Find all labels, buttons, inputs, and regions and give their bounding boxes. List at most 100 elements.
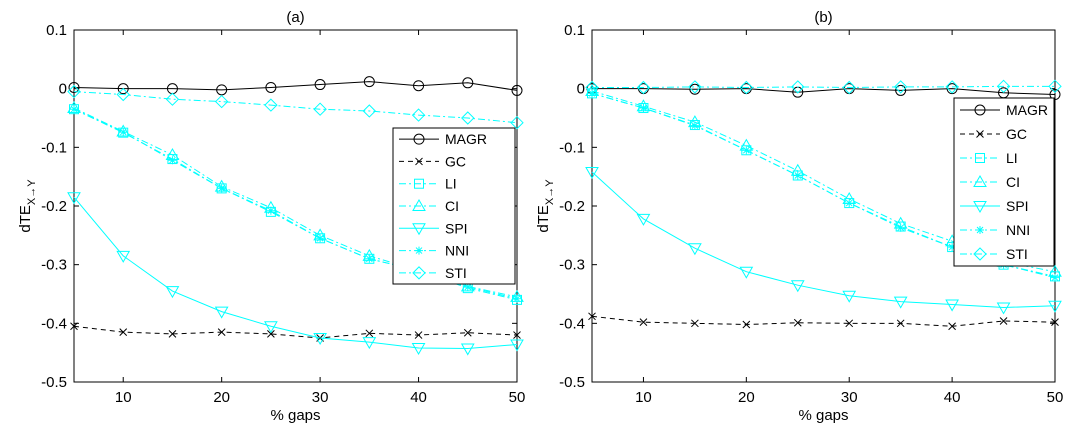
series-spi [585,166,1062,315]
series-gc [588,312,1059,331]
data-point-nni [266,206,275,215]
data-point-spi [842,290,857,303]
data-point-nni [896,223,905,232]
data-point-gc [119,328,128,336]
data-point-magr [314,79,326,91]
legend: MAGR GC LI CI SPI NNI STI [953,97,1055,267]
data-point-nni [70,105,78,114]
data-point-sti [67,84,81,99]
data-point-sti [945,80,959,94]
series-line-gc [73,325,518,339]
legend-marker-nni [976,226,984,234]
series-spi [67,192,524,356]
x-axis-label: % gaps [270,407,320,424]
legend-label-ci: CI [1006,174,1020,190]
legend-marker-sti [973,247,987,261]
x-tick-label: 20 [738,389,755,406]
legend-marker-li [975,153,985,163]
legend-box [953,97,1055,267]
data-point-magr [363,76,375,88]
data-point-gc [742,320,751,329]
y-tick-label: -0.2 [559,198,585,215]
data-point-gc [691,319,699,328]
x-tick-label: 50 [1047,389,1064,406]
data-point-gc [267,330,275,338]
series-line-sti [592,85,1055,88]
data-point-gc [217,328,226,336]
x-tick-label: 10 [635,389,652,406]
data-point-nni [742,146,751,155]
data-point-gc [463,328,472,337]
legend-box [392,127,516,285]
legend-marker-gc [415,157,423,166]
data-point-sti [585,80,599,95]
data-point-sti [893,80,908,94]
data-point-nni [316,234,325,243]
data-point-gc [588,312,596,321]
data-point-sti [165,92,180,106]
series-sti [67,84,524,130]
data-point-gc [414,331,423,339]
data-point-spi [893,296,908,309]
legend-marker-gc [976,130,984,138]
data-point-spi [996,302,1011,315]
series-line-sti [73,91,518,124]
data-point-magr [689,83,701,95]
y-tick-label: -0.3 [559,257,585,274]
x-tick-label: 40 [944,389,961,406]
data-point-magr [216,84,228,96]
data-point-nni [513,294,521,303]
y-axis-label: dTEX→Y [17,179,38,233]
data-point-spi [790,280,805,293]
data-point-gc [845,319,854,328]
data-point-spi [688,243,702,256]
series-line-spi [73,196,518,350]
data-point-nni [217,184,226,193]
data-point-nni [463,282,472,291]
chart-title: (b) [814,9,832,26]
data-point-gc [365,329,374,338]
series-line-magr [73,81,518,91]
data-point-nni [365,254,374,263]
data-point-sti [362,104,377,118]
legend-marker-magr [974,104,986,116]
legend-marker-nni [415,246,423,255]
y-tick-label: -0.4 [41,315,67,332]
y-tick-label: -0.1 [41,139,67,156]
series-line-nni [591,92,1056,279]
series-magr [68,76,523,96]
legend-label-nni: NNI [1006,222,1030,238]
legend-marker-spi [973,201,987,214]
data-point-gc [896,319,905,328]
data-point-gc [513,331,521,339]
data-point-sti [313,102,327,116]
data-point-spi [313,333,327,346]
data-point-spi [510,339,524,352]
y-tick-label: -0.5 [559,374,585,391]
data-point-magr [462,77,474,89]
data-point-nni [948,243,957,252]
data-point-spi [585,166,599,179]
data-point-spi [67,192,81,205]
legend-marker-ci [973,174,987,187]
data-point-gc [168,330,177,338]
legend-label-gc: GC [1006,126,1027,142]
data-point-sti [842,80,856,95]
x-tick-label: 50 [509,389,526,406]
legend-marker-magr [413,133,425,145]
y-tick-label: 0.1 [46,22,67,39]
data-point-spi [1048,300,1062,313]
data-point-spi [945,299,959,312]
data-point-sti [214,94,229,109]
data-point-nni [845,199,854,208]
data-point-sti [688,80,702,94]
x-tick-label: 40 [410,389,427,406]
y-tick-label: -0.3 [41,257,67,274]
y-tick-label: -0.1 [559,139,585,156]
series-gc [70,322,521,342]
data-point-nni [639,104,648,113]
data-point-magr [1049,89,1061,101]
x-tick-label: 30 [841,389,858,406]
data-point-gc [1051,318,1059,327]
